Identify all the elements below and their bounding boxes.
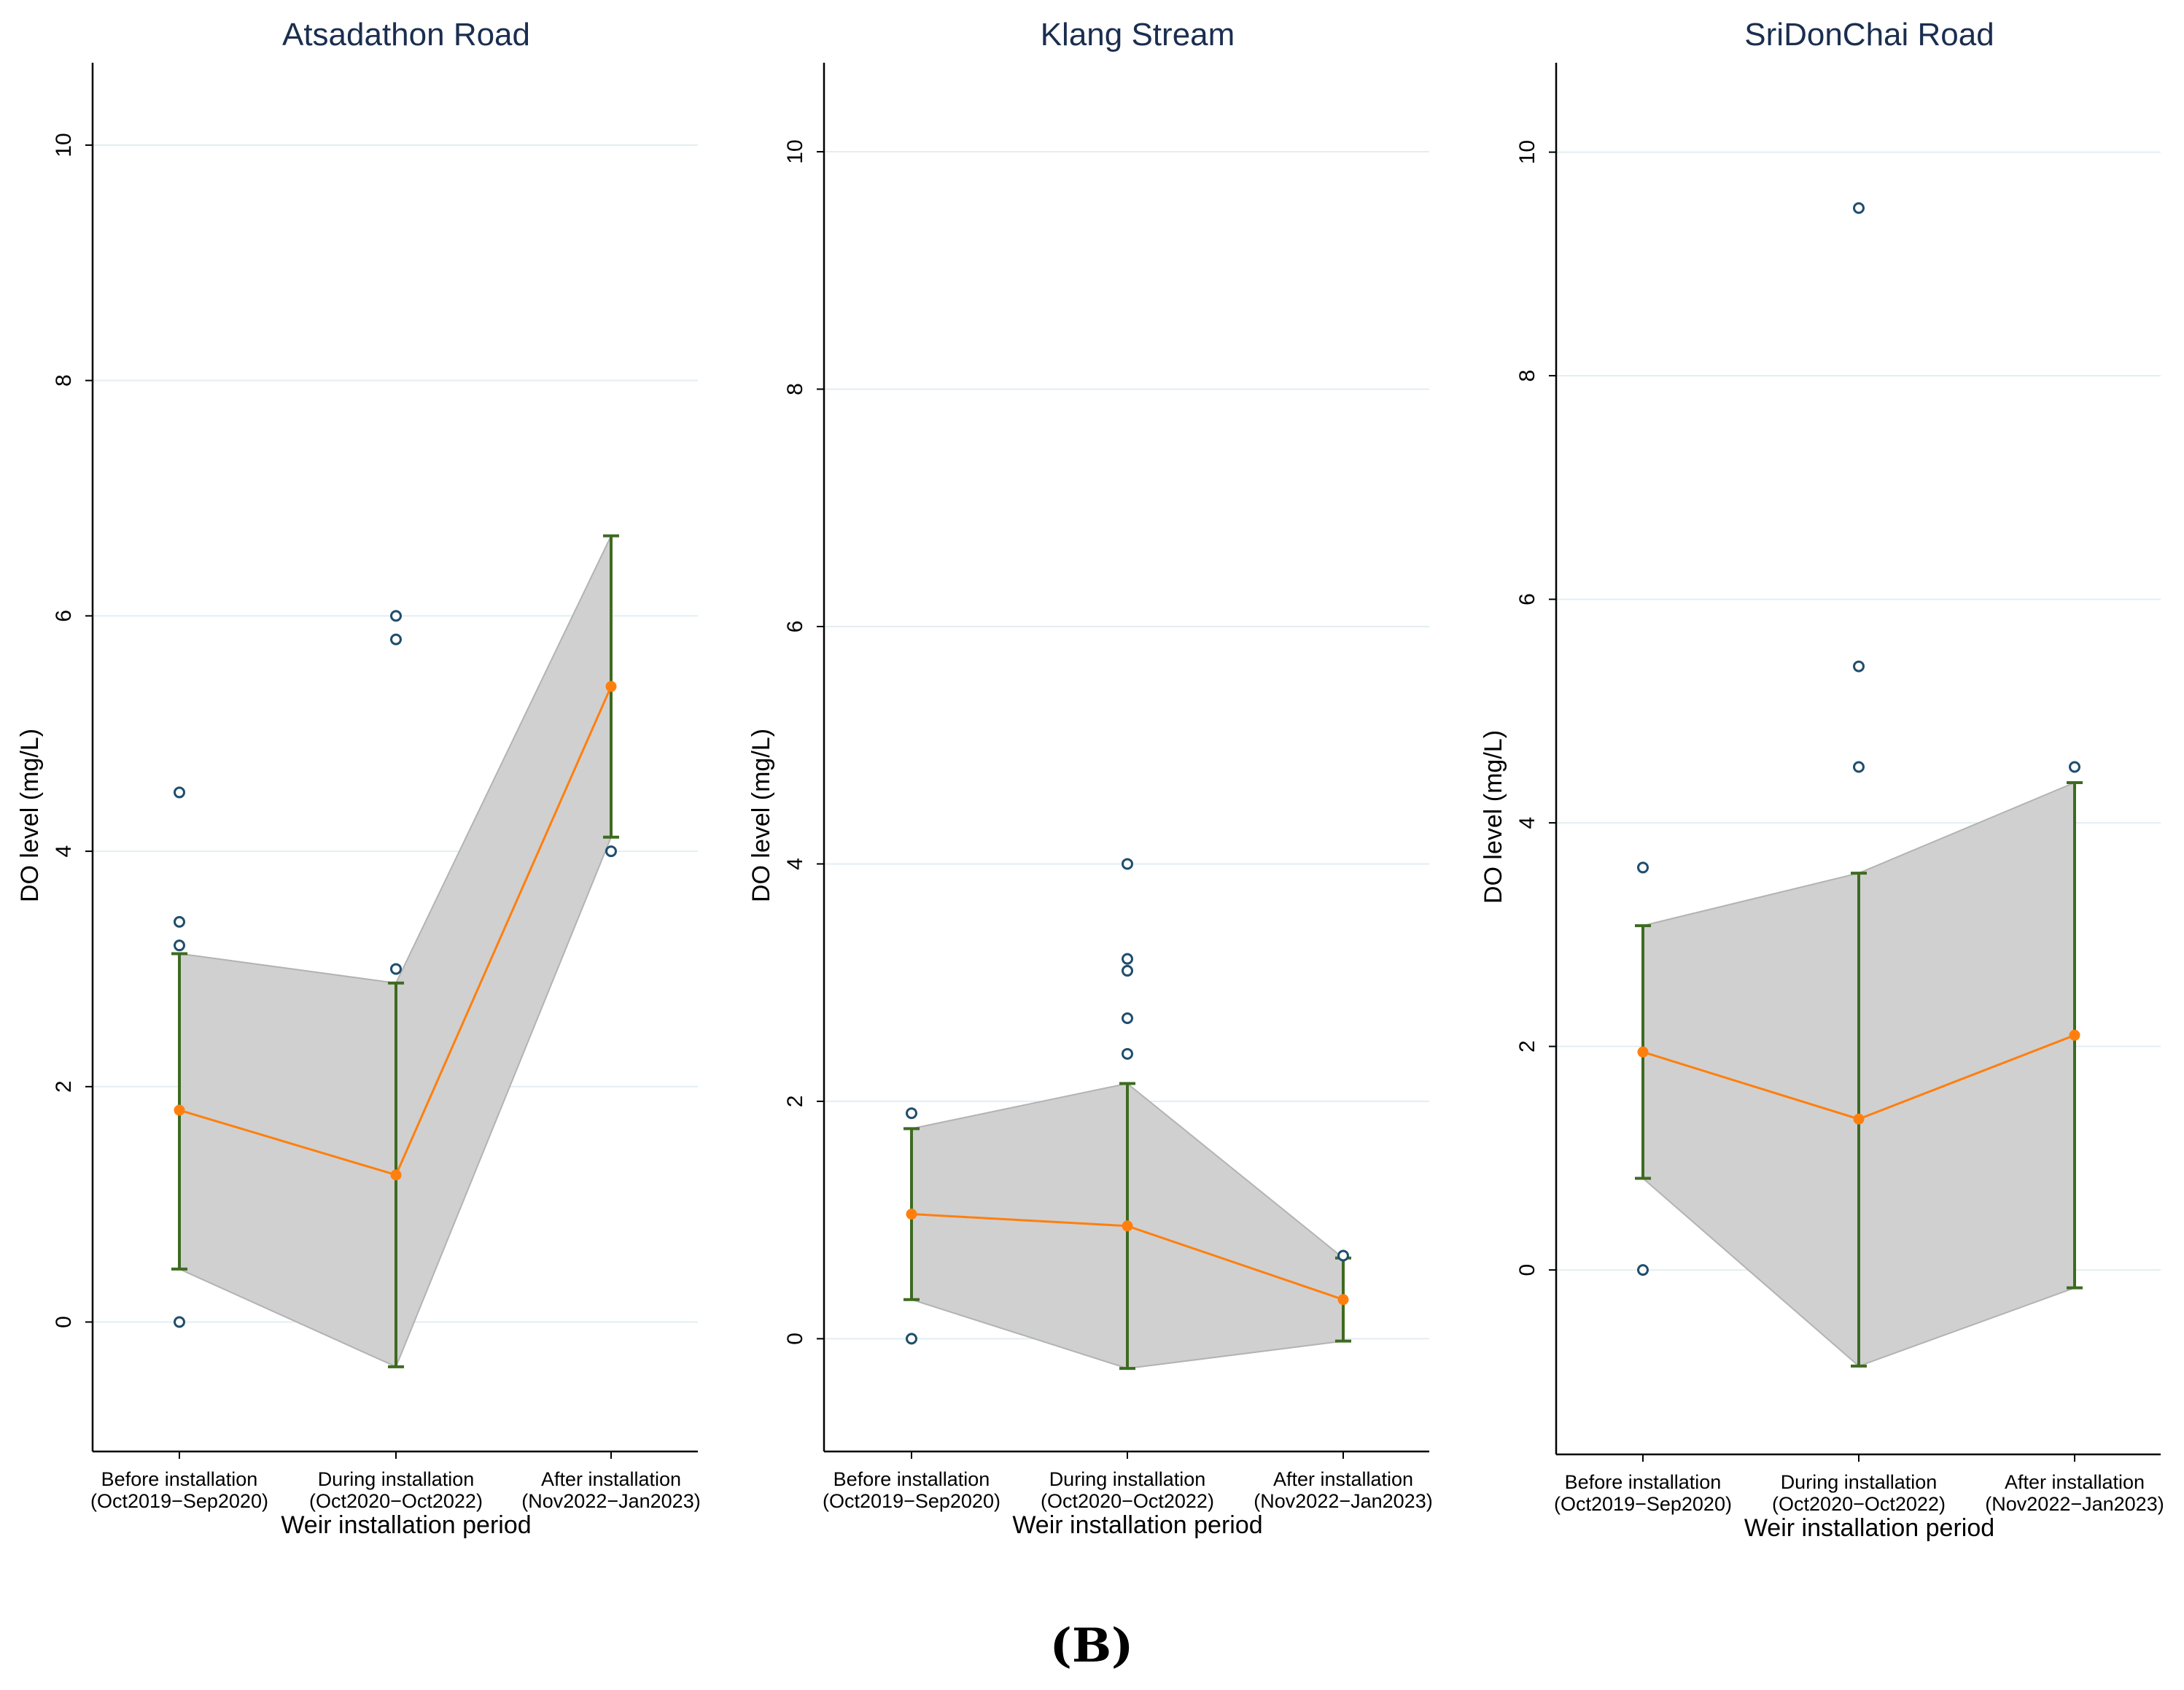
y-tick-label: 10	[52, 133, 76, 157]
outlier-point	[1853, 761, 1865, 773]
outlier-point	[906, 1107, 917, 1120]
x-tick-label: After installation	[2005, 1471, 2145, 1493]
y-axis-label: DO level (mg/L)	[747, 729, 775, 902]
y-tick-label: 6	[783, 621, 807, 633]
x-tick-label-period: (Nov2022−Jan2023)	[1254, 1490, 1432, 1512]
outlier-point	[906, 1333, 917, 1345]
x-tick-label: Before installation	[101, 1468, 258, 1490]
outlier-point	[174, 1316, 185, 1328]
y-tick-label: 8	[1515, 370, 1539, 382]
outlier-point	[1853, 202, 1865, 214]
y-tick-label: 0	[1515, 1264, 1539, 1276]
y-tick-label: 4	[52, 845, 76, 858]
mean-point	[1122, 1220, 1133, 1232]
mean-point	[1337, 1294, 1349, 1306]
outlier-point	[390, 610, 402, 622]
mean-point	[906, 1209, 917, 1220]
y-tick-label: 6	[52, 610, 76, 622]
outlier-point	[390, 963, 402, 975]
x-tick-label: Before installation	[833, 1468, 990, 1490]
mean-point	[390, 1169, 402, 1181]
mean-point	[2069, 1029, 2080, 1041]
outlier-point	[1122, 964, 1133, 977]
y-tick-label: 8	[783, 383, 807, 395]
outlier-point	[1122, 1047, 1133, 1060]
mean-point	[1637, 1046, 1649, 1058]
x-axis-label: Weir installation period	[1012, 1511, 1262, 1539]
outlier-point	[1637, 1264, 1649, 1276]
mean-point	[605, 681, 617, 692]
x-tick-label-period: (Nov2022−Jan2023)	[521, 1490, 700, 1512]
chart-panel: 0 2 4 6 8 10 Before installation(Oct2019−Sep20…	[747, 17, 1433, 1539]
outlier-point	[1122, 858, 1133, 870]
y-tick-label: 0	[52, 1316, 76, 1328]
x-tick-label-period: (Oct2020−Oct2022)	[1772, 1493, 1946, 1515]
x-axis-label: Weir installation period	[281, 1511, 531, 1539]
outlier-point	[1853, 660, 1865, 672]
x-tick-label: After installation	[1273, 1468, 1413, 1490]
y-tick-label: 0	[783, 1333, 807, 1345]
outlier-point	[1337, 1249, 1349, 1262]
outlier-point	[605, 845, 617, 858]
y-tick-label: 6	[1515, 593, 1539, 605]
x-tick-label: During installation	[318, 1468, 475, 1490]
x-tick-label-period: (Oct2020−Oct2022)	[309, 1490, 483, 1512]
y-tick-label: 2	[1515, 1040, 1539, 1053]
mean-point	[1853, 1113, 1865, 1125]
outlier-point	[174, 915, 185, 928]
y-tick-label: 2	[783, 1096, 807, 1108]
chart-title: SriDonChai Road	[1744, 17, 1994, 53]
outlier-point	[1122, 953, 1133, 965]
chart-title: Klang Stream	[1041, 17, 1235, 53]
x-tick-label-period: (Nov2022−Jan2023)	[1985, 1493, 2164, 1515]
x-tick-label-period: (Oct2019−Sep2020)	[90, 1490, 268, 1512]
outlier-point	[390, 633, 402, 646]
outlier-point	[174, 786, 185, 799]
y-tick-label: 8	[52, 374, 76, 387]
x-axis-label: Weir installation period	[1744, 1514, 1994, 1542]
outlier-point	[1122, 1012, 1133, 1025]
chart-title: Atsadathon Road	[282, 17, 530, 53]
x-tick-label: During installation	[1781, 1471, 1938, 1493]
x-tick-label: Before installation	[1565, 1471, 1722, 1493]
x-tick-label-period: (Oct2020−Oct2022)	[1041, 1490, 1214, 1512]
x-tick-label-period: (Oct2019−Sep2020)	[823, 1490, 1000, 1512]
outlier-point	[174, 939, 185, 952]
x-tick-label: After installation	[541, 1468, 681, 1490]
x-tick-label: During installation	[1049, 1468, 1206, 1490]
y-axis-label: DO level (mg/L)	[16, 729, 44, 902]
mean-point	[174, 1104, 185, 1116]
outlier-point	[1637, 861, 1649, 874]
y-tick-label: 4	[783, 858, 807, 870]
y-tick-label: 10	[1515, 140, 1539, 164]
y-tick-label: 10	[783, 139, 807, 163]
y-axis-label: DO level (mg/L)	[1480, 730, 1507, 904]
chart-panel: 0 2 4 6 8 10 Before installation(Oct2019−Sep20…	[1480, 17, 2164, 1542]
x-tick-label-period: (Oct2019−Sep2020)	[1554, 1493, 1732, 1515]
figure-label: (B)	[1050, 1619, 1134, 1673]
y-tick-label: 2	[52, 1080, 76, 1093]
outlier-point	[2069, 761, 2080, 773]
y-tick-label: 4	[1515, 817, 1539, 829]
chart-panel: 0 2 4 6 8 10 Before installation(Oct2019−Sep20…	[16, 17, 701, 1539]
